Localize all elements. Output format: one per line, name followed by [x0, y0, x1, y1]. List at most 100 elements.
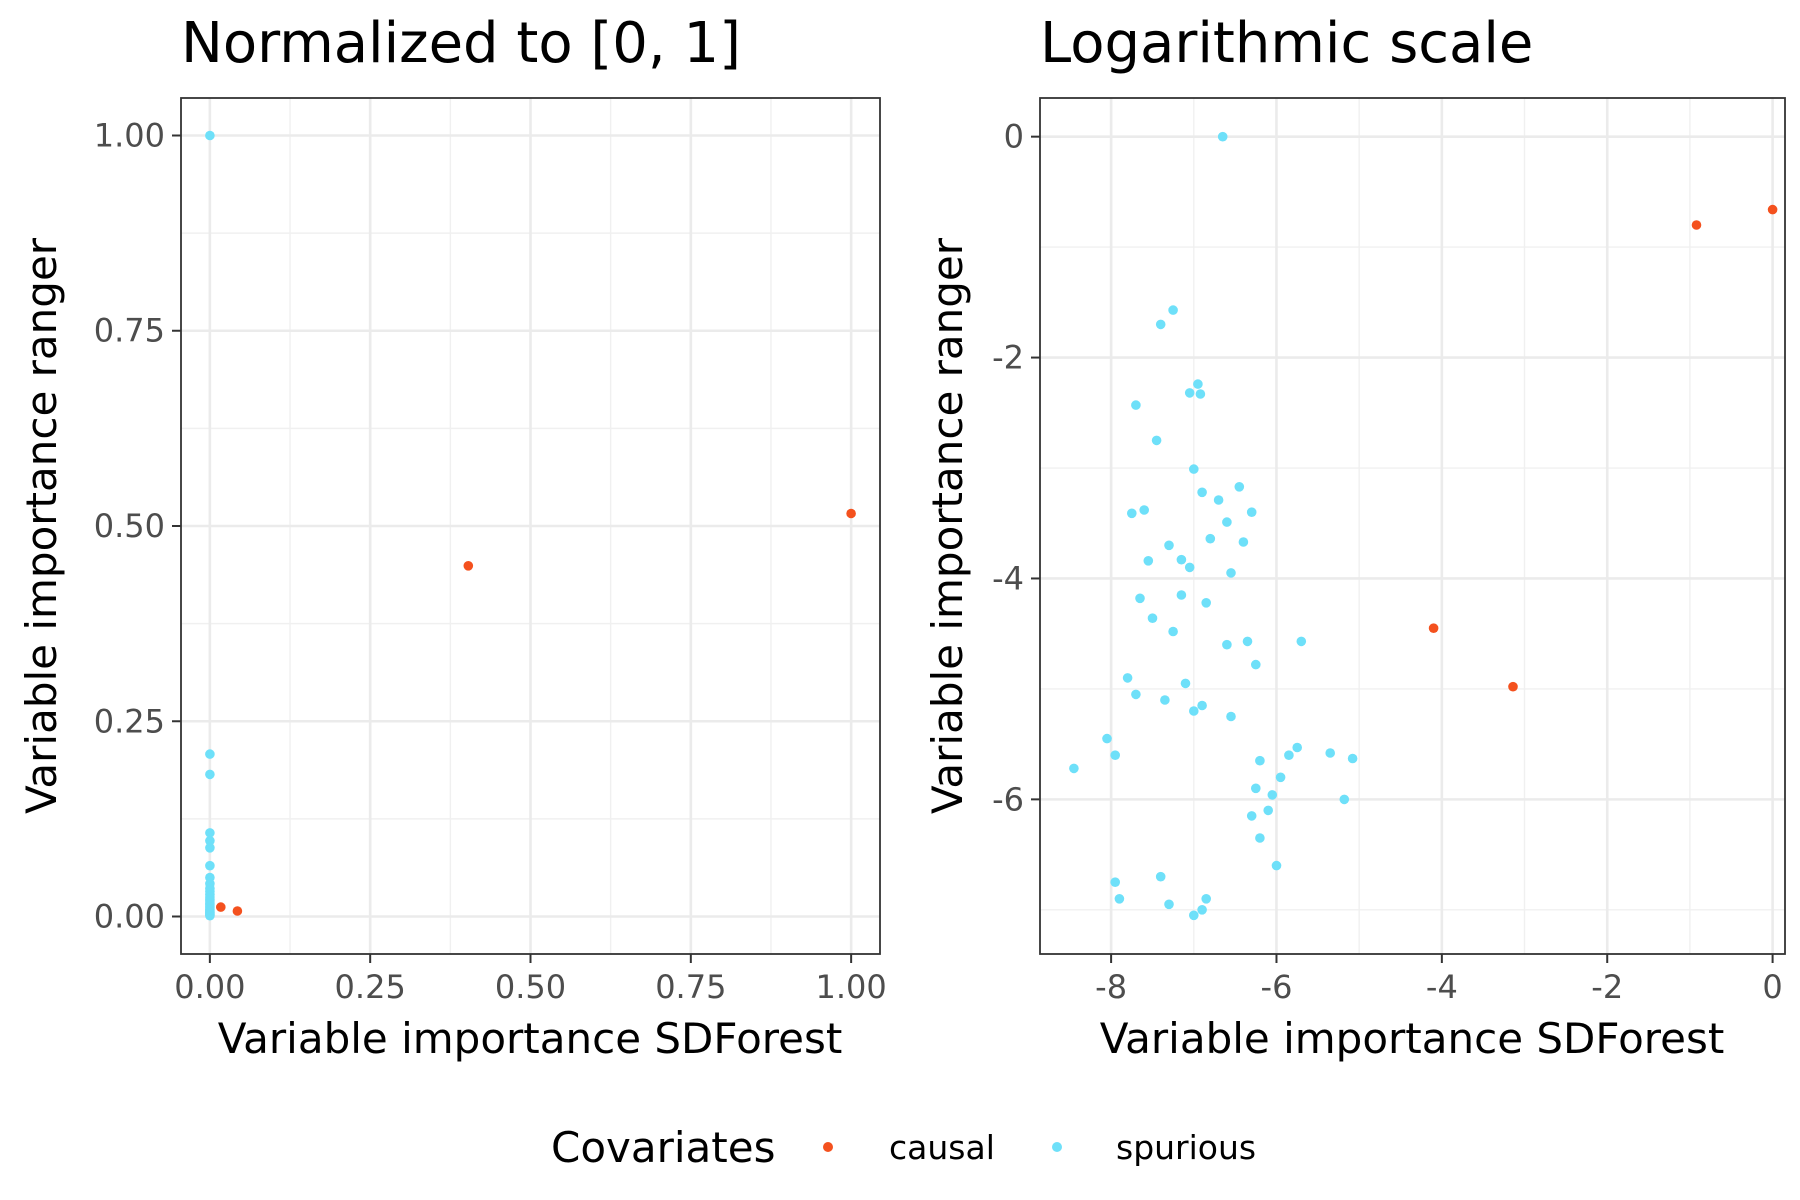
- point-spurious: [1168, 626, 1178, 637]
- point-causal: [1691, 220, 1702, 230]
- point-spurious: [1296, 636, 1307, 647]
- point-spurious: [1155, 871, 1166, 882]
- point-spurious: [1184, 388, 1195, 398]
- x-axis-title: Variable importance SDForest: [218, 1014, 843, 1063]
- point-spurious: [1205, 533, 1216, 544]
- panel-title: Normalized to [0, 1]: [181, 11, 741, 76]
- point-spurious: [1325, 748, 1335, 758]
- major-grid: [1040, 98, 1785, 954]
- y-tick-label: 0.25: [94, 702, 165, 740]
- minor-grid: [1040, 98, 1785, 954]
- point-spurious: [1284, 750, 1294, 760]
- point-causal: [1767, 204, 1778, 215]
- point-spurious: [205, 910, 215, 921]
- point-spurious: [1151, 435, 1162, 446]
- point-spurious: [1222, 639, 1232, 650]
- y-tick-label: -4: [992, 559, 1024, 597]
- x-tick-label: 0.00: [174, 968, 245, 1006]
- y-axis-ticks: -6 -4 -2 0: [992, 118, 1040, 818]
- point-spurious: [1176, 554, 1187, 565]
- point-spurious: [1131, 400, 1141, 410]
- x-tick-label: -2: [1591, 968, 1623, 1006]
- point-spurious: [1102, 733, 1112, 744]
- point-spurious: [1255, 833, 1265, 843]
- point-spurious: [1122, 673, 1133, 683]
- point-spurious: [1160, 695, 1170, 705]
- point-spurious: [1197, 905, 1207, 915]
- point-spurious: [1176, 590, 1187, 600]
- point-spurious: [1139, 505, 1149, 515]
- point-spurious: [1189, 706, 1199, 716]
- x-tick-label: 0.50: [495, 968, 566, 1006]
- point-spurious: [1110, 877, 1120, 887]
- point-spurious: [1147, 613, 1158, 623]
- y-tick-label: -6: [992, 780, 1024, 818]
- point-spurious: [1246, 811, 1257, 821]
- point-spurious: [1234, 482, 1245, 492]
- point-spurious: [1168, 305, 1178, 315]
- y-axis-title: Variable importance ranger: [17, 237, 66, 814]
- point-spurious: [1164, 899, 1174, 910]
- point-spurious: [1292, 742, 1302, 753]
- point-spurious: [1127, 508, 1137, 519]
- x-tick-label: 0.75: [655, 968, 726, 1006]
- data-points: [205, 130, 856, 921]
- major-grid: [181, 98, 880, 954]
- y-tick-label: 0: [1004, 118, 1024, 156]
- point-spurious: [1110, 750, 1120, 760]
- point-spurious: [1271, 860, 1282, 871]
- y-axis-ticks: 0.00 0.25 0.50 0.75 1.00: [94, 116, 181, 936]
- point-spurious: [1347, 753, 1358, 764]
- point-spurious: [1201, 894, 1211, 904]
- point-spurious: [1189, 910, 1199, 921]
- point-spurious: [1339, 794, 1350, 805]
- x-tick-label: 1.00: [816, 968, 887, 1006]
- x-tick-label: 0: [1762, 968, 1782, 1006]
- point-causal: [1508, 681, 1518, 692]
- point-spurious: [1164, 540, 1174, 551]
- x-tick-label: -6: [1261, 968, 1293, 1006]
- x-tick-label: -4: [1426, 968, 1458, 1006]
- x-axis-title: Variable importance SDForest: [1100, 1014, 1725, 1063]
- y-tick-label: 1.00: [94, 116, 165, 154]
- point-spurious: [1217, 131, 1228, 142]
- point-spurious: [205, 749, 215, 759]
- point-spurious: [1242, 636, 1253, 647]
- point-spurious: [1246, 507, 1257, 517]
- plot-background: [1040, 98, 1785, 954]
- panel-logarithmic: Logarithmic scale -8 -6 -4 -2 0 -6 -4 -2 0 Vari…: [923, 11, 1786, 1063]
- point-causal: [232, 906, 243, 916]
- point-spurious: [1238, 537, 1249, 547]
- x-axis-ticks: 0.00 0.25 0.50 0.75 1.00: [174, 954, 887, 1006]
- x-tick-label: -8: [1095, 968, 1127, 1006]
- legend-key-causal: [823, 1142, 833, 1152]
- x-axis-ticks: -8 -6 -4 -2 0: [1095, 954, 1783, 1006]
- point-spurious: [1114, 894, 1125, 904]
- point-spurious: [1226, 711, 1236, 722]
- point-spurious: [1135, 593, 1145, 604]
- plot-border: [1039, 97, 1786, 955]
- point-spurious: [1213, 495, 1224, 505]
- point-spurious: [1275, 772, 1286, 783]
- point-spurious: [205, 836, 215, 846]
- point-spurious: [205, 828, 215, 838]
- point-spurious: [1267, 790, 1278, 800]
- y-tick-label: 0.50: [94, 507, 165, 545]
- point-spurious: [205, 130, 215, 141]
- point-spurious: [205, 843, 215, 853]
- panel-title: Logarithmic scale: [1040, 11, 1533, 76]
- legend-label-causal: causal: [889, 1128, 995, 1167]
- legend-key-spurious: [1052, 1142, 1062, 1152]
- y-tick-label: 0.00: [94, 898, 165, 936]
- y-tick-label: -2: [992, 339, 1024, 377]
- point-spurious: [1195, 389, 1206, 399]
- data-points: [1069, 131, 1778, 921]
- point-spurious: [1222, 517, 1232, 527]
- panel-normalized: Normalized to [0, 1] 0.00 0.25 0.50 0.75 1.0…: [17, 11, 887, 1063]
- x-tick-label: 0.25: [335, 968, 406, 1006]
- point-spurious: [1251, 783, 1261, 794]
- point-spurious: [1180, 678, 1191, 689]
- point-spurious: [1131, 689, 1141, 700]
- point-spurious: [1255, 755, 1265, 766]
